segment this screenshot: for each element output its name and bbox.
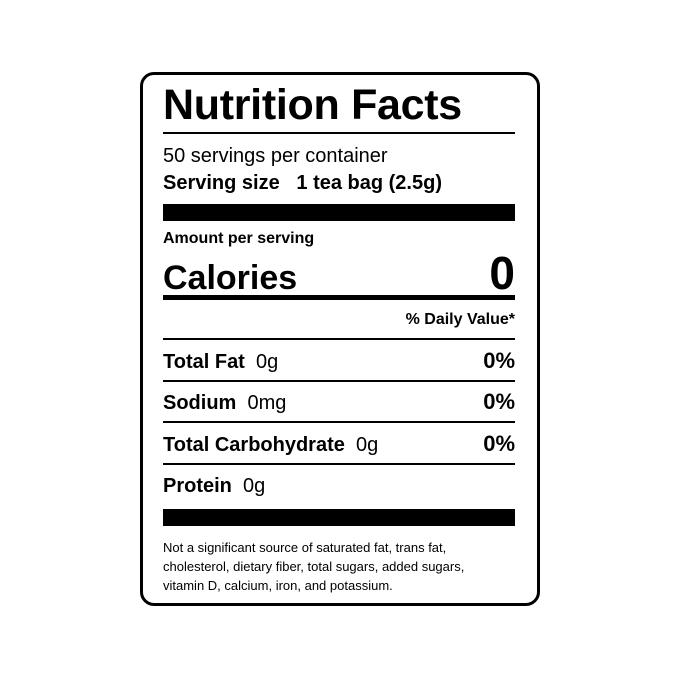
nutrient-daily-value: 0% bbox=[483, 348, 515, 373]
amount-per-serving: Amount per serving bbox=[163, 230, 315, 247]
thin-rule bbox=[163, 132, 515, 134]
nutrient-name: Total Carbohydrate bbox=[163, 434, 345, 456]
nutrition-label-border bbox=[140, 72, 540, 606]
serving-size: Serving size 1 tea bag (2.5g) bbox=[163, 172, 515, 195]
footnote-line: cholesterol, dietary fiber, total sugars… bbox=[163, 559, 465, 574]
thick-bar bbox=[163, 204, 515, 221]
nutrient-row: Total Fat 0g 0% bbox=[163, 348, 515, 374]
nutrient-amount: 0mg bbox=[247, 392, 287, 414]
nutrient-name: Protein bbox=[163, 475, 232, 497]
nutrient-name: Sodium bbox=[163, 392, 237, 414]
thin-rule bbox=[163, 380, 515, 382]
nutrient-row: Protein 0g bbox=[163, 475, 515, 498]
serving-size-value: 1 tea bag (2.5g) bbox=[296, 172, 442, 194]
footnote-line: Not a significant source of saturated fa… bbox=[163, 540, 447, 555]
serving-size-label: Serving size bbox=[163, 172, 280, 194]
title: Nutrition Facts bbox=[163, 81, 462, 129]
nutrient-amount: 0g bbox=[356, 434, 379, 456]
footnote-line: vitamin D, calcium, iron, and potassium. bbox=[163, 578, 393, 593]
thin-rule bbox=[163, 338, 515, 340]
servings: 50 servings per container bbox=[163, 145, 388, 167]
nutrient-row: Total Carbohydrate 0g 0% bbox=[163, 431, 515, 457]
nutrient-daily-value: 0% bbox=[483, 431, 515, 456]
calories-value: 0 bbox=[489, 247, 515, 299]
nutrient-amount: 0g bbox=[243, 475, 266, 497]
calories-label: Calories bbox=[163, 259, 298, 297]
footnote: Not a significant source of saturated fa… bbox=[163, 538, 515, 595]
nutrient-row: Sodium 0mg 0% bbox=[163, 389, 515, 415]
nutrient-amount: 0g bbox=[255, 351, 279, 373]
thin-rule bbox=[163, 421, 515, 423]
calories-row: Calories 0 bbox=[163, 246, 515, 300]
thick-bar bbox=[163, 509, 515, 526]
nutrient-name: Total Fat bbox=[163, 351, 245, 373]
daily-value-header: % Daily Value* bbox=[405, 311, 515, 328]
medium-bar bbox=[163, 295, 515, 300]
thin-rule bbox=[163, 463, 515, 465]
nutrient-daily-value: 0% bbox=[483, 389, 515, 414]
